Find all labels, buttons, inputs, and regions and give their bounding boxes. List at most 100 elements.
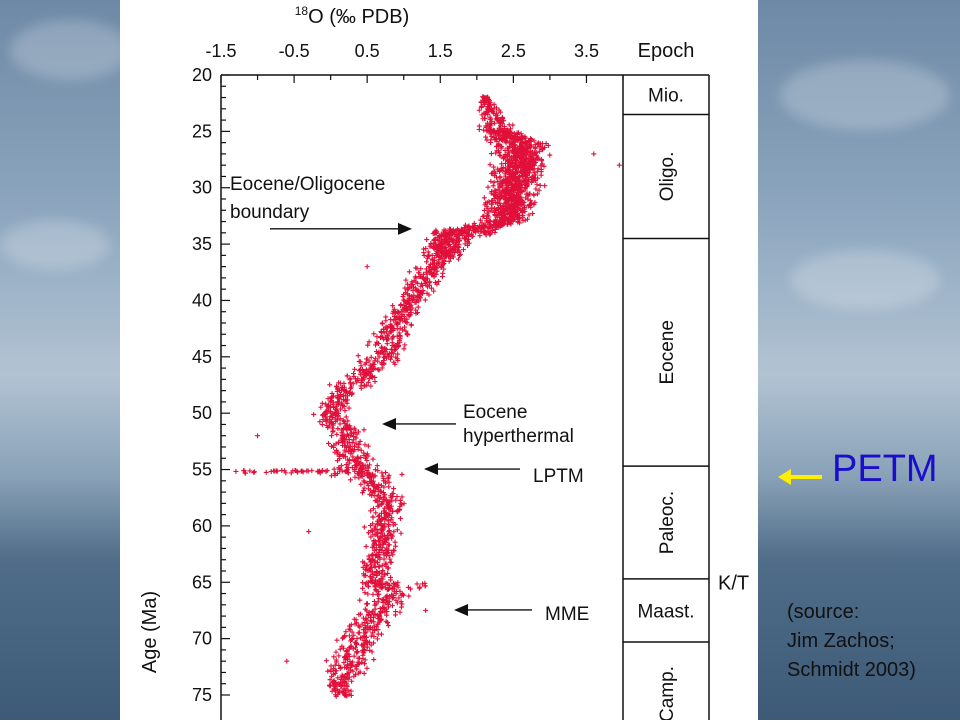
data-point: [497, 168, 503, 174]
data-point: [427, 282, 433, 288]
data-point: [373, 342, 379, 348]
data-point: [394, 527, 400, 533]
data-point: [337, 421, 343, 427]
data-point: [348, 477, 354, 483]
data-point: [394, 582, 400, 588]
data-point: [351, 632, 357, 638]
data-point: [497, 153, 503, 159]
data-point: [325, 396, 331, 402]
data-point: [431, 266, 437, 272]
data-point: [434, 268, 440, 274]
data-point: [337, 416, 343, 422]
data-point: [375, 499, 381, 505]
data-point: [515, 184, 521, 189]
y-tick-label: 45: [192, 347, 212, 367]
data-point: [363, 543, 369, 549]
x-tick-label: 1.5: [428, 41, 453, 61]
data-point: [327, 683, 333, 689]
epoch-label: Eocene: [657, 320, 678, 384]
data-point: [401, 346, 407, 352]
data-point: [534, 155, 540, 161]
x-tick-label: 0.5: [355, 41, 380, 61]
data-point: [542, 183, 548, 189]
data-point: [268, 468, 274, 474]
data-point: [378, 329, 384, 335]
data-point: [341, 403, 347, 409]
data-point: [485, 206, 491, 212]
data-point: [395, 509, 401, 515]
data-point: [495, 186, 501, 192]
data-point: [304, 468, 310, 474]
data-point: [401, 308, 407, 314]
data-point: [518, 202, 524, 208]
data-point: [534, 181, 540, 187]
data-point: [330, 429, 336, 435]
data-point: [455, 256, 461, 262]
data-point: [487, 131, 493, 137]
kt-boundary-label: K/T: [718, 572, 749, 594]
data-point: [375, 468, 381, 474]
data-point: [388, 328, 394, 334]
y-tick-label: 30: [192, 178, 212, 198]
yellow-arrow-icon: [778, 469, 822, 485]
data-point: [385, 596, 391, 602]
data-point: [406, 269, 412, 275]
data-point: [394, 326, 400, 332]
data-point: [385, 523, 391, 529]
data-point: [439, 240, 445, 246]
data-point: [327, 420, 333, 426]
data-point: [403, 277, 409, 283]
data-point: [353, 464, 359, 470]
data-point: [323, 658, 329, 664]
data-point: [328, 443, 334, 449]
data-point: [344, 440, 350, 446]
data-point: [389, 509, 395, 515]
data-point: [418, 295, 424, 301]
data-point: [369, 619, 375, 625]
data-point: [532, 175, 538, 181]
data-point: [479, 104, 485, 110]
data-point: [368, 569, 374, 575]
data-point: [327, 382, 333, 388]
data-point: [496, 130, 502, 136]
data-point: [375, 513, 381, 519]
data-point: [519, 161, 525, 167]
data-point: [531, 202, 537, 208]
data-point: [366, 470, 372, 476]
data-point: [352, 663, 358, 669]
data-point: [532, 162, 538, 168]
data-point: [491, 179, 497, 185]
data-point: [457, 232, 463, 238]
data-point: [360, 564, 366, 570]
data-point: [391, 529, 397, 535]
data-point: [488, 139, 494, 145]
data-point: [340, 452, 346, 458]
data-point: [395, 343, 401, 349]
data-point: [349, 629, 355, 635]
data-point: [372, 584, 378, 590]
data-point: [400, 318, 406, 324]
data-point: [364, 480, 370, 486]
data-point: [333, 657, 339, 663]
data-point: [450, 245, 456, 251]
data-point: [395, 358, 401, 364]
annotation-label: LPTM: [533, 466, 584, 487]
data-point: [328, 669, 334, 675]
data-point: [319, 412, 325, 418]
data-point: [476, 126, 482, 132]
data-point: [381, 361, 387, 367]
data-point: [541, 163, 547, 169]
data-point: [378, 495, 384, 501]
data-point: [533, 186, 539, 192]
data-point: [381, 330, 387, 336]
data-point: [371, 640, 377, 646]
x-tick-label: 3.5: [574, 41, 599, 61]
data-point: [346, 460, 352, 466]
data-point: [488, 151, 494, 157]
data-point: [263, 469, 269, 475]
data-point: [337, 646, 343, 652]
data-point: [393, 597, 399, 603]
data-point: [484, 203, 490, 209]
data-point: [498, 195, 504, 201]
data-point: [477, 217, 483, 223]
